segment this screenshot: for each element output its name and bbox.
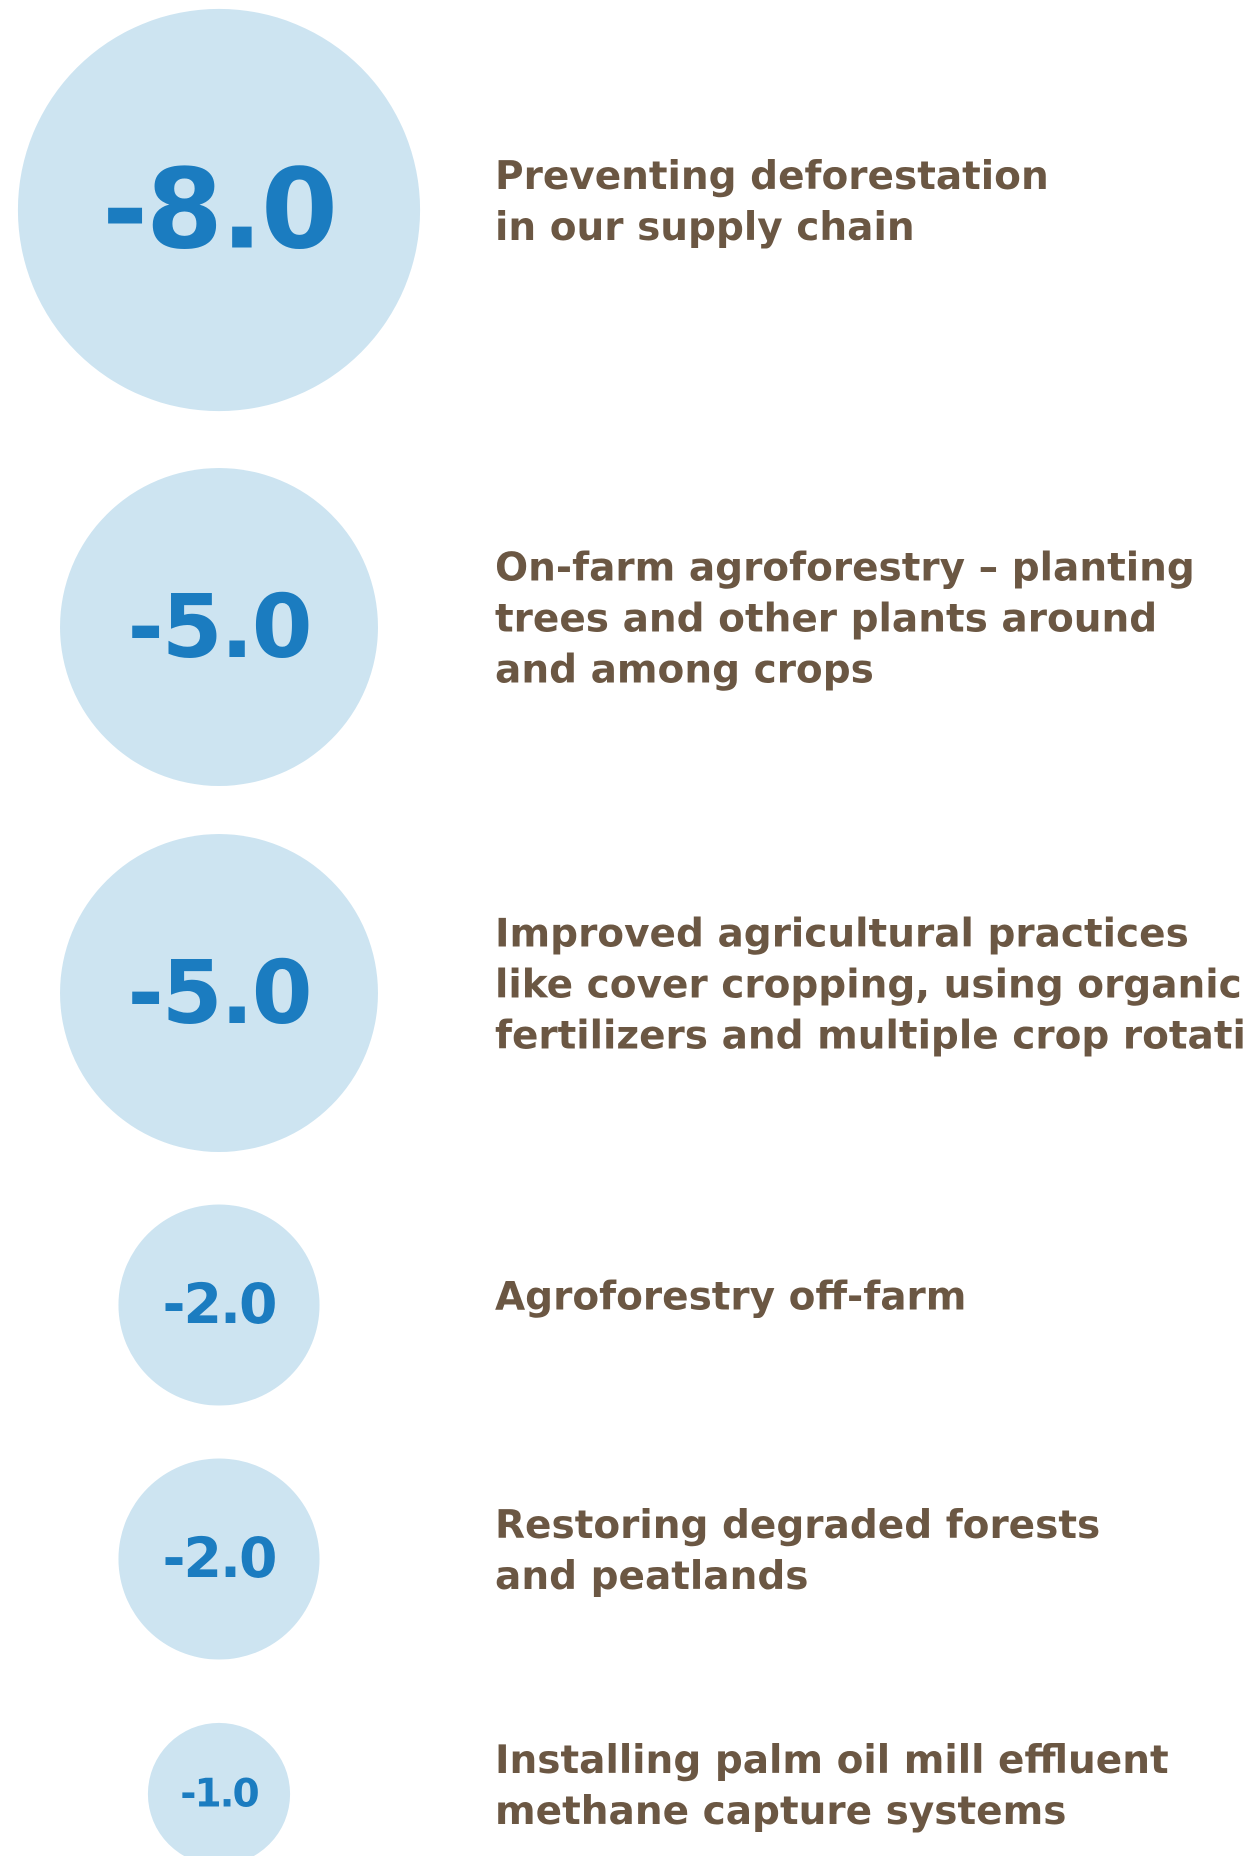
value-label: -8.0 [102,146,336,275]
value-label: -5.0 [127,576,310,678]
bubble [118,1204,320,1406]
bubble [60,834,378,1152]
value-label: -2.0 [163,1527,276,1591]
category-label: in our supply chain [495,205,915,250]
category-label: Restoring degraded forests [495,1503,1100,1548]
category-label: fertilizers and multiple crop rotation [495,1014,1243,1059]
category-label: like cover cropping, using organic [495,963,1242,1008]
bubble [118,1458,320,1660]
category-label: and among crops [495,648,874,693]
category-label: Preventing deforestation [495,154,1049,199]
category-label: and peatlands [495,1554,809,1599]
bubble [60,468,378,786]
value-label: -1.0 [180,1772,258,1817]
category-label: trees and other plants around [495,597,1157,642]
bubble [17,8,421,412]
bubble [147,1722,291,1856]
category-label: On-farm agroforestry – planting [495,546,1195,591]
category-label: Agroforestry off-farm [495,1275,966,1320]
category-label: methane capture systems [495,1789,1066,1834]
value-label: -2.0 [163,1273,276,1337]
category-label: Installing palm oil mill effluent [495,1738,1169,1783]
category-label: Improved agricultural practices [495,912,1189,957]
value-label: -5.0 [127,942,310,1044]
